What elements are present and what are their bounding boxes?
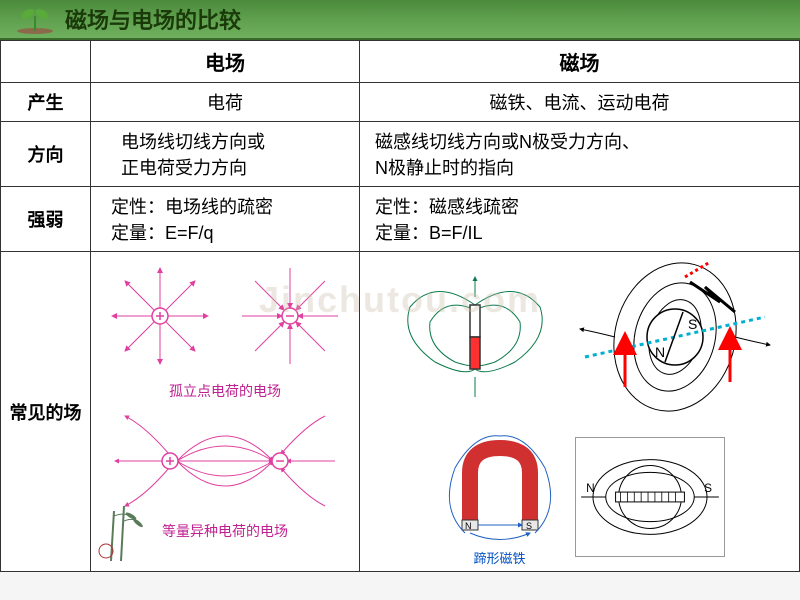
mfield-diagrams: S N N S xyxy=(360,252,800,572)
comparison-table-container: Jinchutou.com 电场 磁场 产生 电荷 磁铁、电流、运动电荷 方向 … xyxy=(0,40,800,572)
efield-header: 电场 xyxy=(91,41,360,83)
svg-text:S: S xyxy=(704,481,712,495)
point-charge-diagram xyxy=(95,256,355,376)
dipole-caption: 等量异种电荷的电场 xyxy=(162,521,288,541)
page-header: 磁场与电场的比较 xyxy=(0,0,800,40)
mfield-header: 磁场 xyxy=(360,41,800,83)
horseshoe-caption: 蹄形磁铁 xyxy=(473,548,525,567)
point-charge-caption: 孤立点电荷的电场 xyxy=(169,381,281,401)
solenoid-diagram: N S xyxy=(575,437,725,557)
bamboo-icon xyxy=(96,501,146,561)
table-row: 方向 电场线切线方向或 正电荷受力方向 磁感线切线方向或N极受力方向、 N极静止… xyxy=(1,122,800,187)
horseshoe-diagram: N S xyxy=(435,428,565,548)
mfield-strength: 定性：磁感线疏密 定量：B=F/IL xyxy=(360,187,800,252)
table-row: 产生 电荷 磁铁、电流、运动电荷 xyxy=(1,83,800,122)
efield-produce: 电荷 xyxy=(91,83,360,122)
svg-text:S: S xyxy=(688,316,697,332)
comparison-table: 电场 磁场 产生 电荷 磁铁、电流、运动电荷 方向 电场线切线方向或 正电荷受力… xyxy=(0,40,800,572)
bar-magnet-diagram xyxy=(385,267,565,407)
page-title: 磁场与电场的比较 xyxy=(65,3,241,35)
svg-text:N: N xyxy=(586,481,595,495)
svg-text:N: N xyxy=(465,521,472,531)
table-header-row: 电场 磁场 xyxy=(1,41,800,83)
row-header-strength: 强弱 xyxy=(1,187,91,252)
row-header-common: 常见的场 xyxy=(1,252,91,572)
mfield-produce: 磁铁、电流、运动电荷 xyxy=(360,83,800,122)
sprout-icon xyxy=(10,4,60,34)
svg-text:N: N xyxy=(655,344,665,360)
efield-direction: 电场线切线方向或 正电荷受力方向 xyxy=(91,122,360,187)
table-row: 强弱 定性：电场线的疏密 定量：E=F/q 定性：磁感线疏密 定量：B=F/IL xyxy=(1,187,800,252)
row-header-direction: 方向 xyxy=(1,122,91,187)
corner-cell xyxy=(1,41,91,83)
row-header-produce: 产生 xyxy=(1,83,91,122)
efield-strength: 定性：电场线的疏密 定量：E=F/q xyxy=(91,187,360,252)
svg-text:S: S xyxy=(526,521,532,531)
efield-diagrams: 孤立点电荷的电场 xyxy=(91,252,360,572)
dipole-diagram xyxy=(95,406,355,516)
mfield-direction: 磁感线切线方向或N极受力方向、 N极静止时的指向 xyxy=(360,122,800,187)
earth-field-diagram: S N xyxy=(575,257,775,417)
table-row-diagrams: 常见的场 xyxy=(1,252,800,572)
